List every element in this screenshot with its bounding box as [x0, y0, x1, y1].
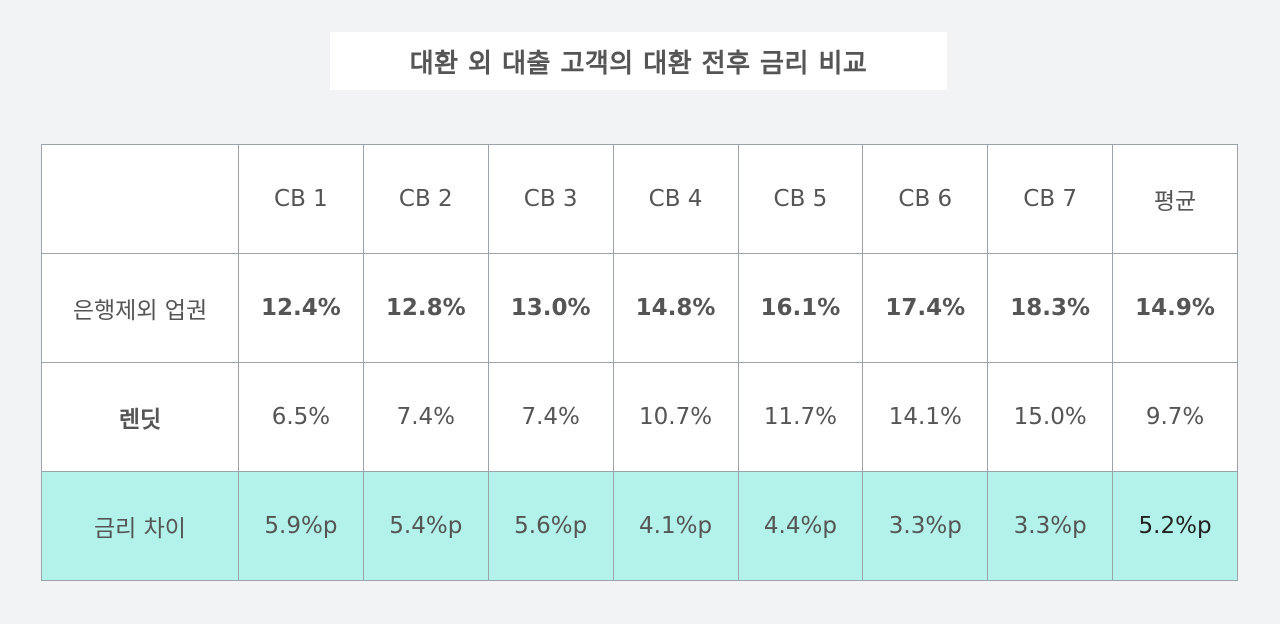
header-cell-cb4: CB 4 — [612, 144, 739, 254]
cell-non-bank-cb3: 13.0% — [487, 253, 614, 363]
header-cell-cb3: CB 3 — [487, 144, 614, 254]
cell-lendit-cb6: 14.1% — [862, 362, 989, 472]
chart-title: 대환 외 대출 고객의 대환 전후 금리 비교 — [409, 48, 868, 79]
cell-diff-cb1: 5.9%p — [238, 471, 364, 581]
table-header-row: CB 1 CB 2 CB 3 CB 4 CB 5 CB 6 CB 7 평균 — [41, 144, 1238, 254]
header-cell-cb6: CB 6 — [862, 144, 989, 254]
cell-lendit-cb3: 7.4% — [487, 362, 614, 472]
cell-non-bank-cb6: 17.4% — [862, 253, 989, 363]
cell-diff-cb6: 3.3%p — [862, 471, 989, 581]
row-label-lendit: 렌딧 — [41, 362, 239, 472]
cell-non-bank-cb4: 14.8% — [612, 253, 739, 363]
row-label-rate-difference: 금리 차이 — [41, 471, 239, 581]
row-label-non-bank: 은행제외 업권 — [41, 253, 239, 363]
cell-diff-cb4: 4.1%p — [612, 471, 739, 581]
header-cell-cb1: CB 1 — [238, 144, 364, 254]
cell-diff-cb3: 5.6%p — [487, 471, 614, 581]
comparison-table: CB 1 CB 2 CB 3 CB 4 CB 5 CB 6 CB 7 평균 은행… — [41, 144, 1238, 581]
cell-diff-cb2: 5.4%p — [362, 471, 489, 581]
cell-diff-average: 5.2%p — [1112, 471, 1238, 581]
cell-non-bank-cb7: 18.3% — [987, 253, 1114, 363]
cell-non-bank-cb5: 16.1% — [737, 253, 864, 363]
cell-diff-cb5: 4.4%p — [737, 471, 864, 581]
header-cell-empty — [41, 144, 239, 254]
cell-non-bank-cb1: 12.4% — [238, 253, 364, 363]
cell-non-bank-cb2: 12.8% — [362, 253, 489, 363]
cell-lendit-cb7: 15.0% — [987, 362, 1114, 472]
header-cell-cb7: CB 7 — [987, 144, 1114, 254]
table-row-non-bank: 은행제외 업권 12.4% 12.8% 13.0% 14.8% 16.1% 17… — [41, 253, 1238, 363]
cell-lendit-average: 9.7% — [1112, 362, 1238, 472]
cell-lendit-cb4: 10.7% — [612, 362, 739, 472]
cell-lendit-cb2: 7.4% — [362, 362, 489, 472]
cell-diff-cb7: 3.3%p — [987, 471, 1114, 581]
header-cell-cb5: CB 5 — [737, 144, 864, 254]
header-cell-average: 평균 — [1112, 144, 1238, 254]
cell-lendit-cb1: 6.5% — [238, 362, 364, 472]
chart-title-box: 대환 외 대출 고객의 대환 전후 금리 비교 — [330, 32, 947, 90]
cell-non-bank-average: 14.9% — [1112, 253, 1238, 363]
table-row-lendit: 렌딧 6.5% 7.4% 7.4% 10.7% 11.7% 14.1% 15.0… — [41, 362, 1238, 472]
cell-lendit-cb5: 11.7% — [737, 362, 864, 472]
table-row-rate-difference: 금리 차이 5.9%p 5.4%p 5.6%p 4.1%p 4.4%p 3.3%… — [41, 471, 1238, 581]
header-cell-cb2: CB 2 — [362, 144, 489, 254]
